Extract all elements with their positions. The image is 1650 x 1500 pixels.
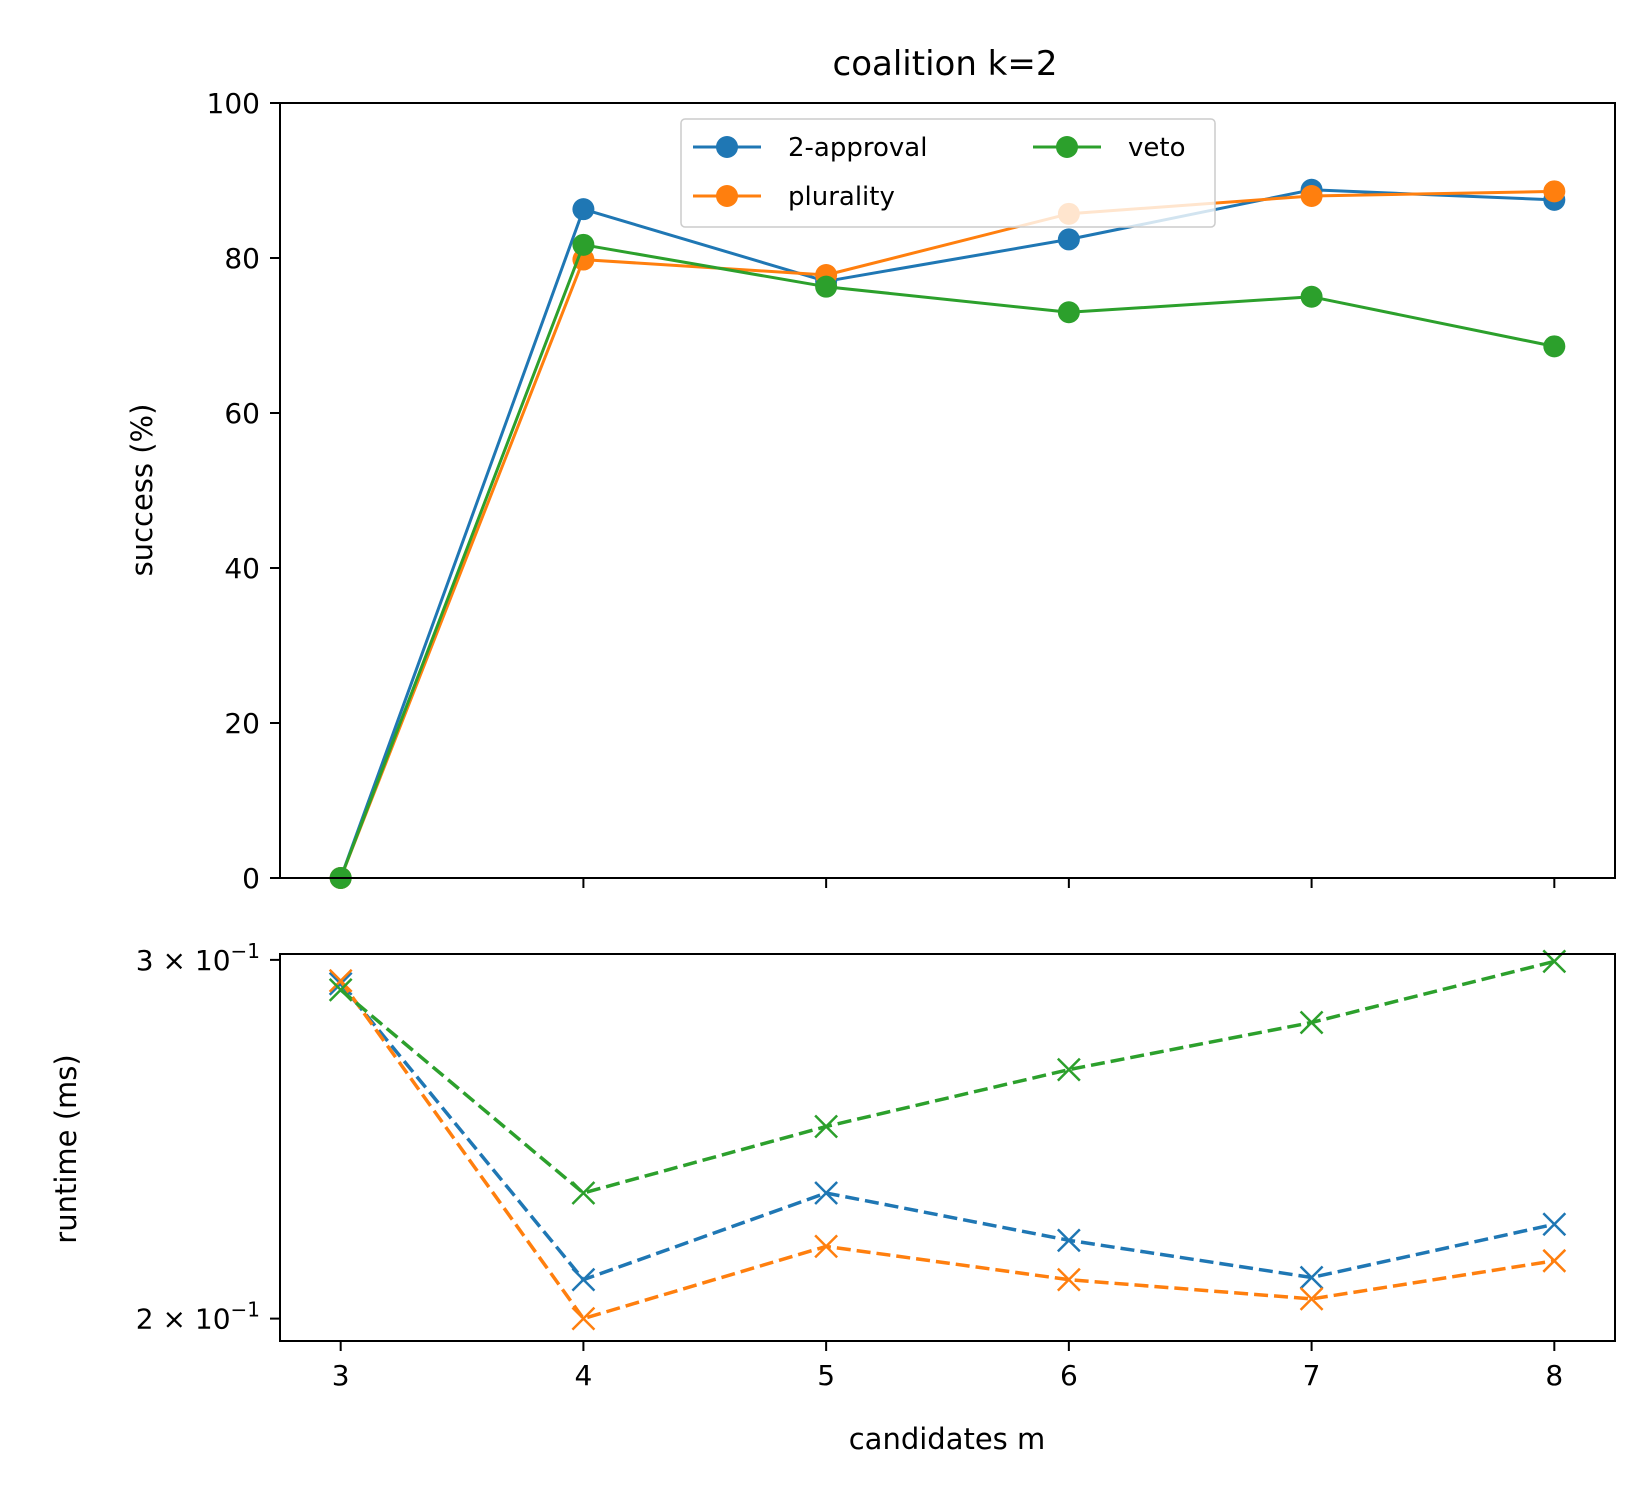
runtime-x-ticks: 3 4 5 6 7 8 <box>332 1341 1563 1392</box>
runtime-series-veto <box>328 949 1567 1205</box>
runtime-line-2-approval <box>339 982 1555 1282</box>
chart-title: coalition k=2 <box>833 44 1058 84</box>
runtime-point-veto <box>814 1114 839 1139</box>
legend-entry-veto: veto <box>1033 133 1185 163</box>
runtime-point-plurality <box>1056 1267 1081 1292</box>
legend-label-veto: veto <box>1128 133 1185 163</box>
runtime-point-plurality <box>328 968 353 993</box>
success-y-tick-label: 0 <box>242 862 260 895</box>
runtime-point-2-approval <box>1542 1212 1567 1237</box>
runtime-point-veto <box>571 1181 596 1205</box>
success-y-tick-label: 80 <box>224 242 260 275</box>
success-y-tick-label: 20 <box>224 707 260 740</box>
runtime-x-tick-label: 3 <box>332 1359 350 1392</box>
runtime-series <box>328 949 1567 1331</box>
runtime-y-axis-label: runtime (ms) <box>49 1054 83 1243</box>
success-point-veto <box>1300 285 1323 308</box>
runtime-point-plurality <box>1542 1248 1567 1273</box>
legend-marker-2-approval <box>716 136 738 158</box>
success-series-veto <box>329 233 1566 889</box>
success-point-plurality <box>1300 185 1323 207</box>
runtime-point-2-approval <box>1299 1265 1324 1290</box>
runtime-point-2-approval <box>1056 1228 1081 1253</box>
success-point-2-approval <box>1057 228 1080 251</box>
success-point-2-approval <box>572 198 595 221</box>
runtime-x-axis-label: candidates m <box>849 1422 1046 1456</box>
success-plot-frame <box>279 102 1616 879</box>
runtime-x-tick-label: 4 <box>574 1359 592 1392</box>
runtime-point-2-approval <box>814 1181 839 1205</box>
success-y-tick-label: 40 <box>224 552 260 585</box>
success-point-veto <box>1543 335 1566 358</box>
runtime-panel: runtime (ms) candidates m 3 × 10−12 × 10… <box>49 939 1616 1456</box>
success-point-plurality <box>1543 180 1566 203</box>
success-point-veto <box>1057 301 1080 324</box>
runtime-plot-frame <box>279 953 1616 1342</box>
success-y-ticks: 0 20 40 60 80 100 <box>207 87 280 895</box>
runtime-line-veto <box>339 959 1555 1195</box>
runtime-x-tick-label: 6 <box>1060 1359 1078 1392</box>
success-y-tick-label: 100 <box>207 87 260 120</box>
legend: 2-approval plurality veto <box>680 118 1216 228</box>
legend-label-2-approval: 2-approval <box>788 133 927 163</box>
success-y-axis-label: success (%) <box>125 404 159 577</box>
success-point-veto <box>572 233 595 256</box>
runtime-line-plurality <box>339 979 1555 1321</box>
success-point-veto <box>815 275 838 298</box>
runtime-y-tick-label: 3 × 10−1 <box>136 939 260 977</box>
success-line-veto <box>339 243 1555 879</box>
success-y-tick-label: 60 <box>224 397 260 430</box>
runtime-series-plurality <box>328 968 1567 1331</box>
runtime-point-plurality <box>1299 1287 1324 1311</box>
success-line-plurality <box>339 189 1555 879</box>
success-line-2-approval <box>339 188 1555 879</box>
legend-entry-2-approval: 2-approval <box>693 133 927 163</box>
runtime-point-plurality <box>571 1306 596 1331</box>
runtime-point-veto <box>328 977 353 1002</box>
success-panel: coalition k=2 success (%) 0 20 40 60 80 100 2… <box>125 44 1616 895</box>
runtime-point-plurality <box>814 1234 839 1259</box>
legend-label-plurality: plurality <box>788 182 895 212</box>
runtime-x-tick-label: 8 <box>1545 1359 1563 1392</box>
legend-entry-plurality: plurality <box>693 182 895 212</box>
runtime-point-2-approval <box>571 1267 596 1292</box>
legend-marker-plurality <box>716 185 738 207</box>
legend-marker-veto <box>1056 136 1078 158</box>
runtime-point-veto <box>1056 1057 1081 1082</box>
runtime-x-tick-label: 5 <box>817 1359 835 1392</box>
runtime-x-tick-label: 7 <box>1303 1359 1321 1392</box>
runtime-point-veto <box>1299 1010 1324 1035</box>
